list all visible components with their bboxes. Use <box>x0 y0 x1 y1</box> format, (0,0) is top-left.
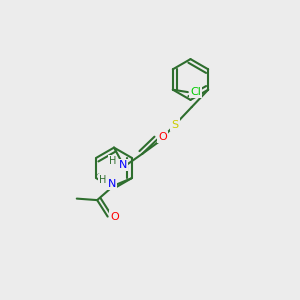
Text: N: N <box>118 160 127 170</box>
Text: S: S <box>172 119 179 130</box>
Text: H: H <box>109 156 116 166</box>
Text: Cl: Cl <box>190 87 201 97</box>
Text: N: N <box>108 179 116 189</box>
Text: O: O <box>110 212 118 222</box>
Text: H: H <box>99 175 106 185</box>
Text: O: O <box>158 132 167 142</box>
